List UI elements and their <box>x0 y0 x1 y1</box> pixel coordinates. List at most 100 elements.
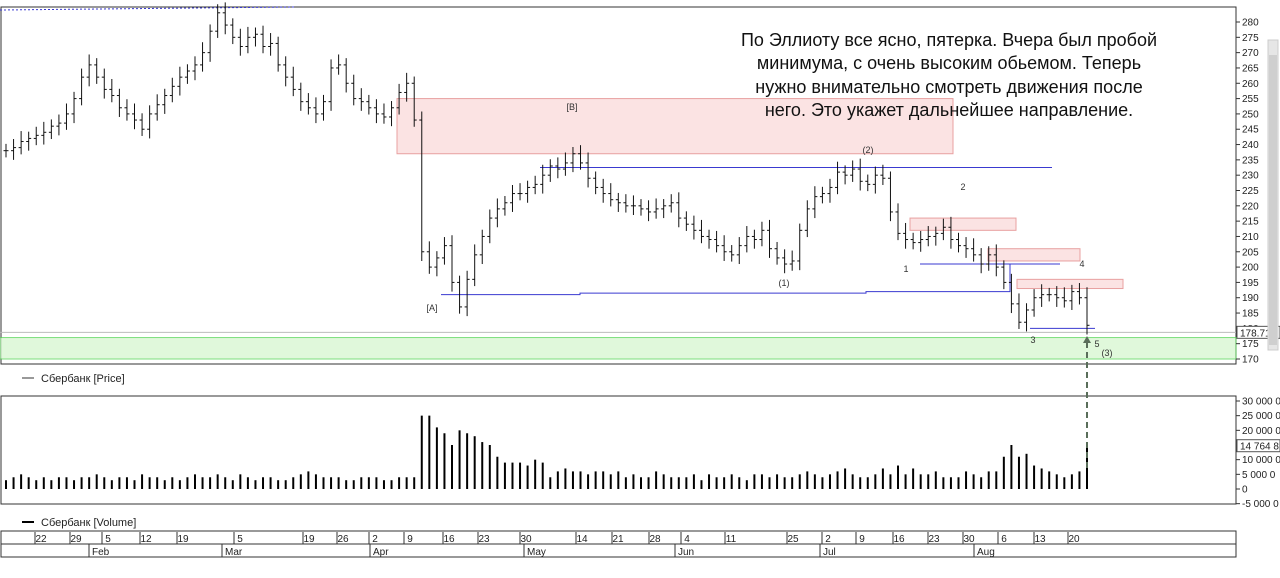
price-tick-label: 240 <box>1242 140 1259 151</box>
ohlc-bar <box>608 183 614 207</box>
ohlc-bar <box>33 126 39 146</box>
date-label: 19 <box>303 534 315 545</box>
price-tick-label: 170 <box>1242 355 1259 366</box>
scrollbar-thumb[interactable] <box>1269 55 1277 345</box>
ohlc-bar <box>441 237 447 265</box>
price-bars <box>3 2 1090 335</box>
price-tick-label: 250 <box>1242 109 1259 120</box>
ohlc-bar <box>540 164 546 194</box>
price-tick-label: 205 <box>1242 247 1259 258</box>
ohlc-bar <box>479 229 485 265</box>
ohlc-bar <box>101 68 107 99</box>
ohlc-bar <box>683 211 689 231</box>
wave-label: 1 <box>903 264 908 274</box>
ohlc-bar <box>320 94 326 121</box>
ohlc-bar <box>646 200 652 222</box>
volume-legend: Сбербанк [Volume] <box>41 517 136 529</box>
ohlc-bar <box>721 235 727 261</box>
ohlc-bar <box>1024 303 1030 332</box>
date-label: 29 <box>70 534 82 545</box>
ohlc-bar <box>948 216 954 249</box>
date-label: 25 <box>787 534 799 545</box>
volume-tick-label: 25 000 0 <box>1242 411 1280 422</box>
date-label: 4 <box>684 534 690 545</box>
ohlc-bar <box>222 2 228 35</box>
ohlc-bar <box>850 160 856 182</box>
ohlc-bar <box>729 245 735 262</box>
ohlc-bar <box>366 94 372 115</box>
volume-bars <box>5 336 1091 489</box>
volume-tick-label: 20 000 0 <box>1242 426 1280 437</box>
date-label: 12 <box>140 534 152 545</box>
ohlc-bar <box>887 171 893 222</box>
ohlc-bar <box>358 88 364 111</box>
price-zones <box>0 98 1237 360</box>
wave-label: 2 <box>960 182 965 192</box>
ohlc-bar <box>1076 283 1082 305</box>
ohlc-bar <box>593 171 599 195</box>
ohlc-bar <box>903 222 909 249</box>
ohlc-bar <box>978 248 984 274</box>
ohlc-bar <box>638 199 644 216</box>
ohlc-bar <box>1001 260 1007 290</box>
month-label: May <box>527 547 546 558</box>
price-tick-label: 225 <box>1242 186 1259 197</box>
resistance-zone-4 <box>1016 278 1124 290</box>
ohlc-bar <box>630 195 636 216</box>
volume-y-axis: 30 000 025 000 020 000 015 000 010 000 0… <box>1236 397 1280 510</box>
ohlc-bar <box>411 76 417 127</box>
ohlc-bar <box>260 25 266 54</box>
ohlc-bar <box>139 113 145 136</box>
ohlc-bar <box>230 18 236 45</box>
wave-label: 3 <box>1030 335 1035 345</box>
ohlc-bar <box>895 203 901 241</box>
price-tick-label: 220 <box>1242 201 1259 212</box>
ohlc-bar <box>789 250 795 271</box>
ohlc-bar <box>328 59 334 111</box>
ohlc-bar <box>124 99 130 121</box>
support-zone <box>0 337 1237 360</box>
resistance-zone-2 <box>909 217 1017 231</box>
last-volume-label: 14 764 8 <box>1240 442 1279 453</box>
price-tick-label: 230 <box>1242 171 1259 182</box>
ohlc-bar <box>426 241 432 274</box>
ohlc-bar <box>819 186 825 204</box>
ohlc-bar <box>736 237 742 265</box>
ohlc-bar <box>207 24 213 62</box>
price-tick-label: 175 <box>1242 339 1259 350</box>
price-tick-label: 200 <box>1242 263 1259 274</box>
ohlc-bar <box>782 249 788 274</box>
ohlc-bar <box>177 66 183 96</box>
ohlc-bar <box>880 164 886 185</box>
ohlc-bar <box>547 159 553 182</box>
ohlc-bar <box>1054 286 1060 307</box>
month-label: Apr <box>373 547 389 558</box>
ohlc-bar <box>955 232 961 253</box>
ohlc-bar <box>502 196 508 216</box>
wave-label: (2) <box>863 145 874 155</box>
ohlc-bar <box>1008 273 1014 314</box>
ohlc-bar <box>162 88 168 114</box>
ohlc-bar <box>1039 284 1045 307</box>
ohlc-bar <box>457 275 463 314</box>
date-label: 13 <box>1034 534 1046 545</box>
ohlc-bar <box>109 78 115 103</box>
ohlc-bar <box>381 103 387 124</box>
ohlc-bar <box>986 246 992 271</box>
date-label: 23 <box>928 534 940 545</box>
ohlc-bar <box>94 58 100 84</box>
wave-annotations: [A] [B] (1) (2) (3) 1 2 3 4 5 <box>426 102 1112 358</box>
ohlc-bar <box>472 244 478 287</box>
ohlc-bar <box>487 209 493 244</box>
wave-label: [A] <box>426 303 437 313</box>
month-label: Jun <box>678 547 694 558</box>
ohlc-bar <box>993 244 999 277</box>
ohlc-bar <box>404 72 410 102</box>
ohlc-bar <box>774 241 780 265</box>
month-label: Jul <box>823 547 836 558</box>
ohlc-bar <box>600 178 606 203</box>
ohlc-bar <box>1031 289 1037 317</box>
month-label: Mar <box>225 547 243 558</box>
ohlc-bar <box>971 238 977 262</box>
date-label: 30 <box>520 534 532 545</box>
